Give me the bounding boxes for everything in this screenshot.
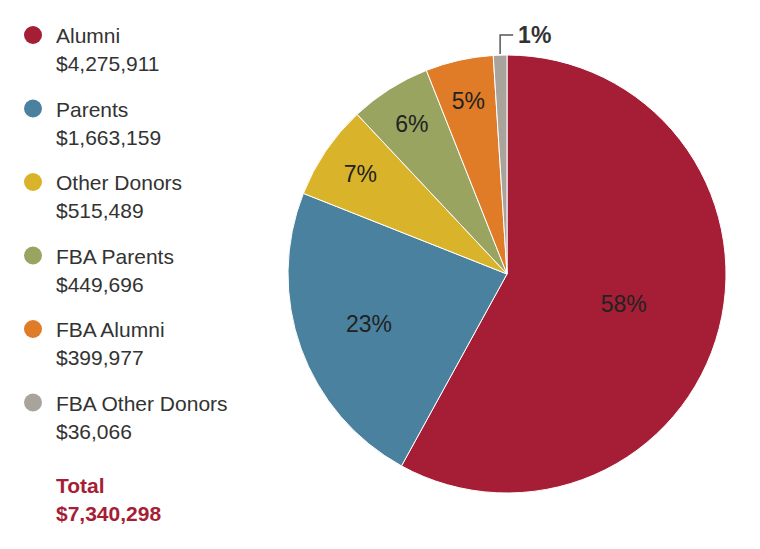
- total-label: Total: [56, 474, 105, 497]
- pie-slice: FBA Alumni $399,977: [426, 55, 507, 274]
- data-label: 58%: [601, 291, 647, 317]
- legend-marker: [24, 394, 42, 412]
- chart-container: Alumni $4,275,911 Parents $1,663,159 Other…: [0, 0, 760, 549]
- legend-label: Other Donors: [56, 171, 182, 194]
- legend-marker: [24, 100, 42, 118]
- legend-amount: $4,275,911: [56, 52, 160, 75]
- legend-marker: [24, 320, 42, 338]
- data-label: 6%: [395, 111, 428, 137]
- leader-line: [500, 35, 513, 54]
- legend: Alumni $4,275,911 Parents $1,663,159 Other D…: [24, 24, 228, 525]
- legend-label: Parents: [56, 98, 128, 121]
- legend-marker: [24, 247, 42, 265]
- pie-slice: FBA Other Donors $36,066: [493, 55, 507, 274]
- chart: Alumni $4,275,911 Parents $1,663,159 Other…: [0, 0, 760, 549]
- legend-label: Alumni: [56, 24, 120, 47]
- legend-label: FBA Other Donors: [56, 392, 228, 415]
- data-label: 5%: [452, 88, 485, 114]
- total-value: $7,340,298: [56, 502, 161, 525]
- legend-amount: $515,489: [56, 199, 144, 222]
- data-label: 7%: [344, 161, 377, 187]
- slices: Alumni $4,275,911Parents $1,663,159Other…: [288, 55, 726, 493]
- legend-label: FBA Alumni: [56, 318, 165, 341]
- data-labels: 58% 23% 7% 6% 5% 1%: [344, 22, 647, 337]
- legend-amount: $449,696: [56, 273, 144, 296]
- legend-marker: [24, 173, 42, 191]
- legend-marker: [24, 26, 42, 44]
- data-label: 23%: [346, 311, 392, 337]
- legend-label: FBA Parents: [56, 245, 174, 268]
- legend-amount: $36,066: [56, 420, 132, 443]
- legend-amount: $399,977: [56, 346, 144, 369]
- legend-amount: $1,663,159: [56, 126, 161, 149]
- data-label: 1%: [518, 22, 551, 48]
